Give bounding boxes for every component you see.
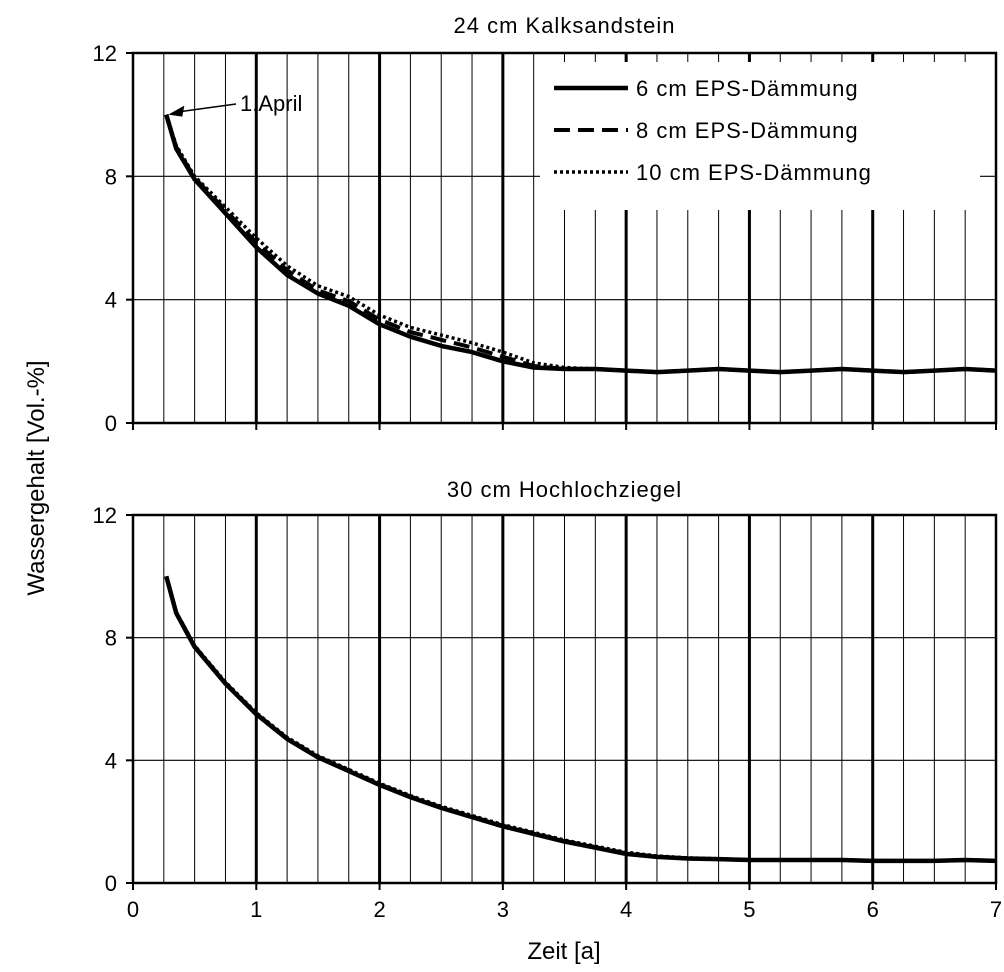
x-tick-label: 1 <box>250 897 262 922</box>
y-tick-label: 0 <box>105 871 117 896</box>
y-tick-label: 12 <box>93 41 117 66</box>
plot-frame <box>131 51 998 425</box>
x-axis-label: Zeit [a] <box>527 938 600 965</box>
y-tick-label: 0 <box>105 411 117 436</box>
series-line <box>164 114 997 375</box>
annotation-arrow <box>180 103 237 113</box>
x-tick-label: 4 <box>620 897 632 922</box>
legend-label: 10 cm EPS-Dämmung <box>636 160 872 185</box>
annotation-arrowhead <box>168 105 185 117</box>
y-tick-label: 8 <box>105 626 117 651</box>
y-axis-label: Wassergehalt [Vol.-%] <box>23 360 50 595</box>
annotation-label: 1.April <box>240 91 302 116</box>
y-tick-label: 4 <box>105 288 117 313</box>
x-tick-label: 2 <box>373 897 385 922</box>
legend-label: 8 cm EPS-Dämmung <box>636 118 859 143</box>
y-tick-label: 12 <box>93 503 117 528</box>
panel-title: 30 cm Hochlochziegel <box>447 477 682 502</box>
y-tick-label: 4 <box>105 748 117 773</box>
plot-frame <box>131 513 998 885</box>
legend-label: 6 cm EPS-Dämmung <box>636 76 859 101</box>
x-tick-label: 7 <box>990 897 1002 922</box>
panel-title: 24 cm Kalksandstein <box>454 13 676 38</box>
y-tick-label: 8 <box>105 164 117 189</box>
x-tick-label: 0 <box>127 897 139 922</box>
series-line <box>164 575 997 863</box>
x-tick-label: 5 <box>743 897 755 922</box>
x-tick-label: 6 <box>867 897 879 922</box>
x-tick-label: 3 <box>497 897 509 922</box>
